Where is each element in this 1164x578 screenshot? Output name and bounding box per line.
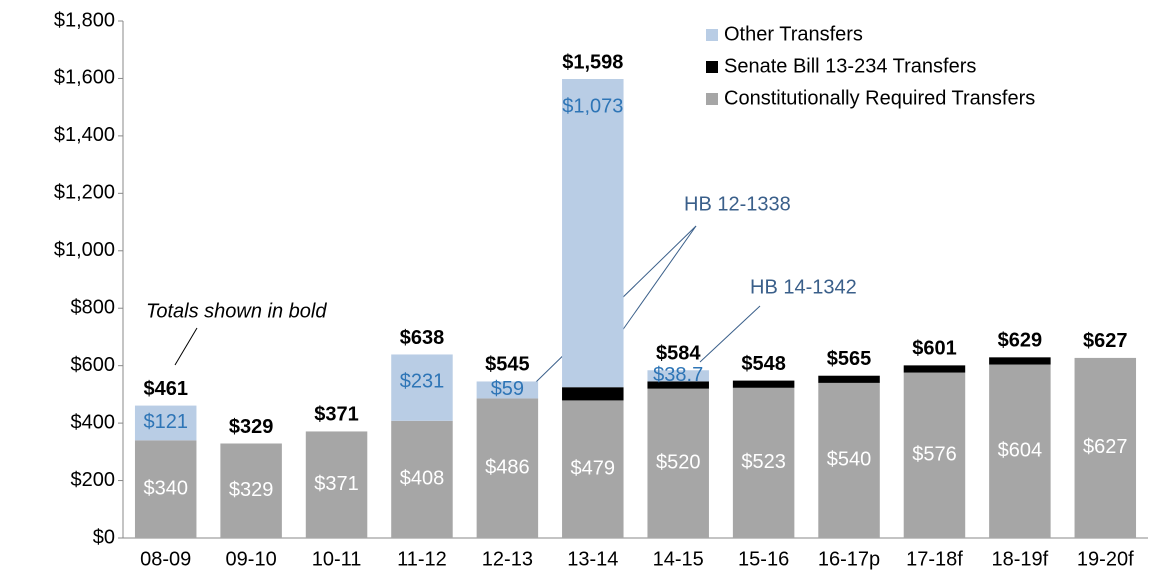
total-label: $545 xyxy=(485,354,530,376)
bar-segment xyxy=(391,420,453,538)
total-label: $565 xyxy=(827,348,872,370)
value-label: $486 xyxy=(485,456,530,478)
x-tick-label: 11-12 xyxy=(397,548,447,570)
bar-segment xyxy=(476,381,539,399)
bar-segment xyxy=(818,375,880,383)
bar-segment xyxy=(134,440,197,538)
total-label: $461 xyxy=(143,378,188,400)
x-tick-label: 08-09 xyxy=(140,548,191,570)
bar-segment xyxy=(476,398,539,538)
bar-segment xyxy=(562,79,624,388)
value-label: $479 xyxy=(571,457,616,479)
total-label: $584 xyxy=(656,343,701,365)
x-tick-label: 10-11 xyxy=(312,548,362,570)
bar-segment xyxy=(562,400,624,538)
x-tick-label: 13-14 xyxy=(567,548,618,570)
bar-segment xyxy=(305,431,368,538)
bar-segment xyxy=(391,354,453,421)
bar-segment xyxy=(903,372,966,538)
value-label: $520 xyxy=(656,452,701,474)
value-label: $371 xyxy=(314,473,359,495)
annotation: HB 12-1338 xyxy=(684,193,791,215)
y-tick-label: $400 xyxy=(71,411,116,433)
total-label: $629 xyxy=(998,330,1043,352)
total-label: $329 xyxy=(229,416,274,438)
y-tick-label: $800 xyxy=(71,297,116,319)
x-tick-label: 19-20f xyxy=(1077,548,1134,570)
value-label: $340 xyxy=(143,477,188,499)
value-label: $576 xyxy=(912,444,957,466)
x-tick-label: 18-19f xyxy=(992,548,1049,570)
bar-segment xyxy=(562,387,624,401)
legend-label: Constitutionally Required Transfers xyxy=(724,87,1035,109)
annotation: HB 14-1342 xyxy=(750,276,857,298)
value-label: $38.7 xyxy=(653,364,703,386)
value-label: $604 xyxy=(998,440,1043,462)
x-tick-label: 12-13 xyxy=(482,548,533,570)
legend-swatch xyxy=(706,93,718,105)
value-label: $627 xyxy=(1083,436,1128,458)
value-label: $523 xyxy=(741,451,786,473)
y-tick-label: $600 xyxy=(71,354,116,376)
value-label: $121 xyxy=(143,411,188,433)
legend-label: Senate Bill 13-234 Transfers xyxy=(724,55,976,77)
value-label: $1,073 xyxy=(562,95,623,117)
legend-swatch xyxy=(706,29,718,41)
x-tick-label: 16-17p xyxy=(818,548,880,570)
bar-segment xyxy=(220,443,282,538)
total-label: $1,598 xyxy=(562,51,623,73)
bar-segment xyxy=(989,357,1051,365)
total-label: $548 xyxy=(741,353,786,375)
bar-segment xyxy=(732,380,795,388)
total-label: $371 xyxy=(314,404,359,426)
bar-segment xyxy=(647,388,709,538)
bar-segment xyxy=(647,381,709,389)
value-label: $59 xyxy=(491,378,524,400)
value-label: $408 xyxy=(400,468,445,490)
x-tick-label: 14-15 xyxy=(653,548,704,570)
leader-line xyxy=(699,305,761,363)
x-tick-label: 17-18f xyxy=(906,548,963,570)
y-tick-label: $1,600 xyxy=(54,67,115,89)
y-tick-label: $200 xyxy=(71,469,116,491)
y-tick-label: $1,000 xyxy=(54,239,115,261)
total-label: $638 xyxy=(400,327,445,349)
value-label: $540 xyxy=(827,449,872,471)
legend-swatch xyxy=(706,61,718,73)
total-label: $627 xyxy=(1083,330,1128,352)
x-tick-label: 15-16 xyxy=(738,548,789,570)
y-tick-label: $0 xyxy=(93,526,115,548)
bar-segment xyxy=(134,405,197,441)
bar-segment xyxy=(989,364,1051,538)
x-tick-label: 09-10 xyxy=(226,548,277,570)
value-label: $329 xyxy=(229,479,274,501)
total-label: $601 xyxy=(912,338,957,360)
annotation: Totals shown in bold xyxy=(146,300,327,322)
value-label: $231 xyxy=(400,371,445,393)
bar-segment xyxy=(818,382,880,538)
y-tick-label: $1,800 xyxy=(54,9,115,31)
bar-segment xyxy=(647,370,709,382)
bar-segment xyxy=(1074,357,1137,538)
leader-line xyxy=(174,327,198,366)
y-tick-label: $1,400 xyxy=(54,124,115,146)
bar-segment xyxy=(732,387,795,538)
bar-segment xyxy=(903,365,966,373)
y-tick-label: $1,200 xyxy=(54,182,115,204)
legend-label: Other Transfers xyxy=(724,23,863,45)
